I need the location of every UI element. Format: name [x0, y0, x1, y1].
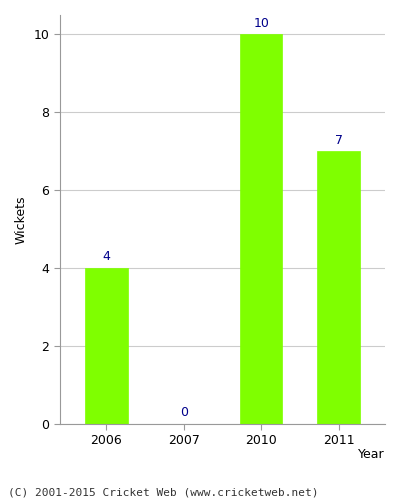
Text: 10: 10 [253, 17, 269, 30]
Text: 7: 7 [334, 134, 342, 146]
X-axis label: Year: Year [358, 448, 385, 462]
Text: (C) 2001-2015 Cricket Web (www.cricketweb.net): (C) 2001-2015 Cricket Web (www.cricketwe… [8, 488, 318, 498]
Text: 4: 4 [102, 250, 110, 264]
Bar [317, 152, 360, 424]
Y-axis label: Wickets: Wickets [15, 195, 28, 244]
Bar [85, 268, 128, 424]
Text: 0: 0 [180, 406, 188, 419]
Bar [240, 34, 282, 424]
